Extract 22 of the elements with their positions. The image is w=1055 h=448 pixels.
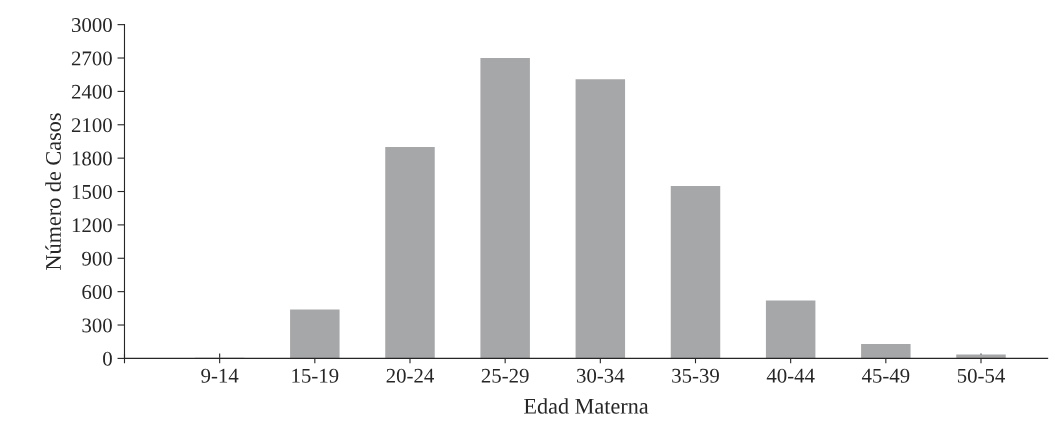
y-tick-label: 1800	[72, 151, 112, 166]
x-tick-label: 20-24	[386, 368, 434, 383]
x-tick-label: 35-39	[672, 368, 719, 383]
y-tick-label: 2100	[71, 118, 112, 133]
y-tick-label: 1200	[72, 218, 112, 233]
y-tick-label: 2400	[71, 84, 112, 99]
x-axis-title: Edad Materna	[524, 398, 649, 414]
y-tick-label: 0	[103, 351, 112, 366]
x-tick-label: 30-34	[577, 368, 625, 383]
y-tick-label: 2700	[71, 51, 112, 66]
y-tick-label: 300	[82, 318, 112, 333]
y-tick-label: 600	[82, 285, 112, 300]
x-tick-label: 50-54	[957, 368, 1005, 383]
x-tick-label: 15-19	[292, 368, 339, 383]
x-tick-label: 40-44	[766, 368, 815, 383]
y-tick-label: 3000	[72, 18, 112, 33]
x-tick-label: 45-49	[861, 368, 910, 383]
y-tick-label: 1500	[72, 184, 112, 199]
x-tick-label: 25-29	[481, 368, 529, 383]
x-tick-label: 9-14	[201, 368, 239, 383]
y-axis-title: Número de Casos	[45, 113, 61, 270]
y-tick-label: 900	[82, 251, 112, 266]
